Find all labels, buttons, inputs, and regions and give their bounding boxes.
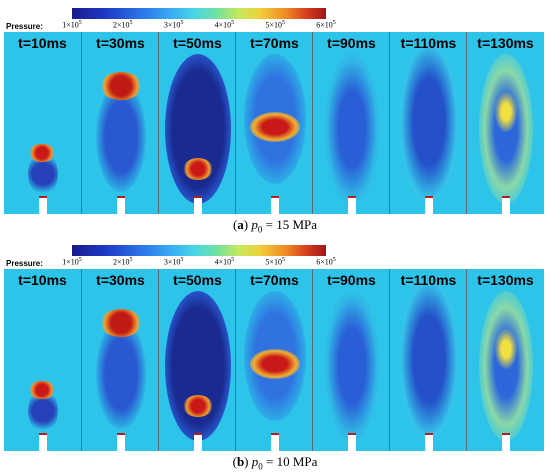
snapshot-frame: t=30ms — [81, 32, 159, 214]
nozzle — [501, 196, 510, 214]
nozzle — [424, 196, 433, 214]
pressure-region — [400, 279, 458, 439]
panel-a: Pressure: 1×105 2×105 3×105 4×105 5×105 6×105… — [0, 6, 550, 235]
frame-strip: t=10ms t=30ms t=50ms t=70ms t=90ms t=110ms t=1… — [4, 269, 546, 451]
pressure-region — [165, 54, 231, 204]
pressure-region — [400, 42, 458, 202]
snapshot-frame: t=70ms — [235, 269, 313, 451]
snapshot-frame: t=130ms — [466, 32, 544, 214]
pressure-region — [165, 291, 231, 441]
colorbar-ticks: 1×105 2×105 3×105 4×105 5×105 6×105 — [62, 20, 336, 32]
snapshot-frame: t=30ms — [81, 269, 159, 451]
pressure-region — [250, 112, 300, 142]
pressure-region — [325, 291, 379, 441]
colorbar-tick-label: 1×105 — [62, 20, 82, 30]
nozzle — [38, 433, 47, 451]
pressure-colorbar: Pressure: 1×105 2×105 3×105 4×105 5×105 6×105 — [0, 243, 550, 269]
colorbar-tick-label: 4×105 — [214, 257, 235, 267]
colorbar-tick-label: 4×105 — [214, 20, 235, 30]
pressure-region — [100, 309, 142, 337]
snapshot-frame: t=110ms — [389, 32, 467, 214]
nozzle — [347, 433, 356, 451]
time-label: t=130ms — [477, 272, 534, 288]
time-label: t=50ms — [173, 35, 222, 51]
snapshot-frame: t=110ms — [389, 269, 467, 451]
colorbar-tick-label: 3×105 — [163, 20, 184, 30]
pressure-region — [28, 381, 56, 399]
time-label: t=50ms — [173, 272, 222, 288]
nozzle — [270, 196, 279, 214]
snapshot-frame: t=90ms — [312, 32, 390, 214]
snapshot-frame: t=10ms — [4, 32, 81, 214]
pressure-region — [96, 82, 146, 192]
time-label: t=110ms — [400, 272, 457, 288]
nozzle — [38, 196, 47, 214]
nozzle — [193, 433, 202, 451]
pressure-region — [183, 395, 213, 417]
snapshot-frame: t=70ms — [235, 32, 313, 214]
colorbar-tick-label: 2×105 — [113, 20, 133, 30]
nozzle — [270, 433, 279, 451]
time-label: t=110ms — [400, 35, 457, 51]
colorbar-title: Pressure: — [6, 259, 43, 268]
colorbar-tick-label: 5×105 — [265, 20, 285, 30]
pressure-region — [96, 319, 146, 429]
colorbar-tick-label: 5×105 — [265, 257, 285, 267]
nozzle — [347, 196, 356, 214]
time-label: t=70ms — [250, 35, 299, 51]
snapshot-frame: t=50ms — [158, 32, 236, 214]
time-label: t=30ms — [96, 35, 145, 51]
time-label: t=10ms — [18, 272, 67, 288]
nozzle — [424, 433, 433, 451]
nozzle — [193, 196, 202, 214]
colorbar-gradient — [72, 245, 326, 256]
time-label: t=70ms — [250, 272, 299, 288]
pressure-region — [495, 92, 517, 132]
pressure-region — [495, 329, 517, 369]
panel-caption: (a) p0 = 15 MPa — [232, 217, 318, 235]
pressure-region — [100, 72, 142, 100]
colorbar-ticks: 1×105 2×105 3×105 4×105 5×105 6×105 — [62, 257, 336, 269]
time-label: t=130ms — [477, 35, 534, 51]
pressure-region — [250, 349, 300, 379]
pressure-region — [325, 54, 379, 204]
frame-strip: t=10ms t=30ms t=50ms t=70ms t=90ms t=110ms t=1… — [4, 32, 546, 214]
colorbar-tick-label: 1×105 — [62, 257, 82, 267]
colorbar-gradient — [72, 8, 326, 19]
colorbar-tick-label: 6×105 — [316, 20, 336, 30]
nozzle — [116, 433, 125, 451]
nozzle — [116, 196, 125, 214]
colorbar-title: Pressure: — [6, 22, 43, 31]
colorbar-tick-label: 3×105 — [163, 257, 184, 267]
panel-b: Pressure: 1×105 2×105 3×105 4×105 5×105 6×105… — [0, 237, 550, 474]
pressure-region — [183, 158, 213, 180]
snapshot-frame: t=50ms — [158, 269, 236, 451]
colorbar-tick-label: 2×105 — [113, 257, 133, 267]
time-label: t=90ms — [327, 35, 376, 51]
pressure-colorbar: Pressure: 1×105 2×105 3×105 4×105 5×105 6×105 — [0, 6, 550, 32]
panel-caption: (b) p0 = 10 MPa — [232, 454, 318, 472]
colorbar-tick-label: 6×105 — [316, 257, 336, 267]
time-label: t=90ms — [327, 272, 376, 288]
snapshot-frame: t=130ms — [466, 269, 544, 451]
nozzle — [501, 433, 510, 451]
snapshot-frame: t=90ms — [312, 269, 390, 451]
time-label: t=30ms — [96, 272, 145, 288]
pressure-region — [28, 144, 56, 162]
snapshot-frame: t=10ms — [4, 269, 81, 451]
time-label: t=10ms — [18, 35, 67, 51]
